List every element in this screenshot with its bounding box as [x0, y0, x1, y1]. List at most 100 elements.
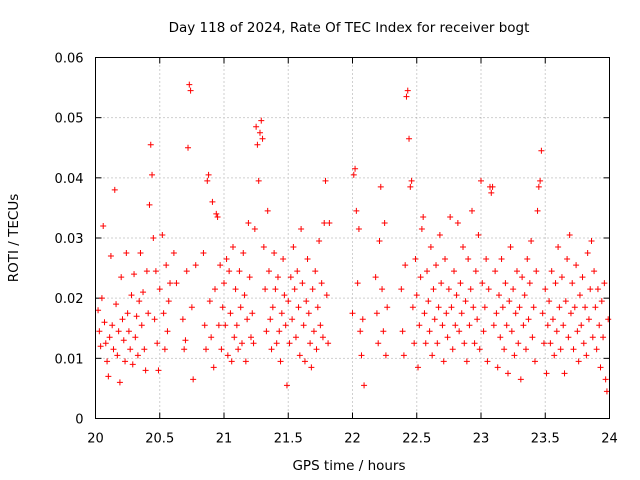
data-point [461, 340, 468, 347]
data-point [236, 268, 243, 275]
data-point [469, 207, 476, 214]
data-point [510, 286, 517, 293]
data-point [142, 367, 149, 374]
data-point [179, 316, 186, 323]
data-point [274, 274, 281, 281]
data-point [161, 346, 168, 353]
data-point [417, 274, 424, 281]
data-point [226, 268, 233, 275]
data-point [163, 262, 170, 269]
y-axis-label: ROTI / TECUs [6, 194, 22, 282]
data-point [598, 298, 605, 305]
data-point [232, 286, 239, 293]
data-point [492, 268, 499, 275]
data-point [242, 358, 249, 365]
data-point [254, 141, 261, 148]
data-point [323, 292, 330, 299]
data-point [307, 340, 314, 347]
data-point [561, 370, 568, 377]
data-point [605, 316, 612, 323]
data-point [539, 310, 546, 317]
data-point [313, 346, 320, 353]
data-point [451, 268, 458, 275]
data-point [481, 304, 488, 311]
data-point [160, 310, 167, 317]
data-point [411, 340, 418, 347]
data-point [533, 268, 540, 275]
data-point [186, 81, 193, 88]
data-point [376, 238, 383, 245]
data-point [268, 346, 275, 353]
data-point [377, 183, 384, 190]
data-point [281, 292, 288, 299]
data-point [457, 280, 464, 287]
data-point [537, 177, 544, 184]
data-point [361, 382, 368, 389]
data-point [601, 280, 608, 287]
data-point [263, 328, 270, 335]
data-point [570, 346, 577, 353]
data-point [318, 280, 325, 287]
data-point [151, 316, 158, 323]
data-point [525, 316, 532, 323]
data-point [565, 334, 572, 341]
data-point [373, 310, 380, 317]
data-point [106, 334, 113, 341]
data-point [420, 213, 427, 220]
data-point [101, 319, 108, 326]
data-point [404, 87, 411, 94]
data-point [592, 304, 599, 311]
data-point [213, 210, 220, 217]
data-point [97, 343, 104, 350]
x-tick-label: 21 [216, 432, 233, 447]
data-point [247, 334, 254, 341]
data-point [456, 328, 463, 335]
data-point [585, 316, 592, 323]
data-point [403, 93, 410, 100]
data-point [438, 280, 445, 287]
axis-ticks: 20 20.5 21 21.5 22 22.5 23 23.5 24 0 0.01 0.02 0.03 0… [55, 52, 618, 447]
data-point [96, 328, 103, 335]
data-point [98, 295, 105, 302]
data-point [576, 292, 583, 299]
data-point [435, 304, 442, 311]
data-point [146, 201, 153, 208]
chart-title: Day 118 of 2024, Rate Of TEC Index for r… [169, 20, 530, 36]
data-point [273, 340, 280, 347]
data-point [208, 334, 215, 341]
data-point [470, 304, 477, 311]
data-point [444, 334, 451, 341]
data-point [128, 292, 135, 299]
data-point [245, 219, 252, 226]
data-point [593, 346, 600, 353]
data-point [588, 238, 595, 245]
data-point [560, 322, 567, 329]
data-point [558, 274, 565, 281]
data-point [282, 322, 289, 329]
data-point [137, 250, 144, 257]
data-point [289, 316, 296, 323]
data-point [141, 346, 148, 353]
plot-frame [95, 57, 610, 419]
data-point [408, 177, 415, 184]
data-point [229, 244, 236, 251]
data-point [398, 286, 405, 293]
data-point [447, 213, 454, 220]
data-point [440, 358, 447, 365]
data-point [134, 352, 141, 359]
data-point [495, 292, 502, 299]
data-point [467, 286, 474, 293]
data-point [511, 352, 518, 359]
data-point [402, 262, 409, 269]
data-point [474, 316, 481, 323]
data-point [546, 298, 553, 305]
data-point [309, 286, 316, 293]
data-point [312, 268, 319, 275]
data-point [109, 322, 116, 329]
data-point [384, 304, 391, 311]
data-point [484, 358, 491, 365]
data-point [250, 340, 257, 347]
data-point [165, 298, 172, 305]
data-point [214, 213, 221, 220]
